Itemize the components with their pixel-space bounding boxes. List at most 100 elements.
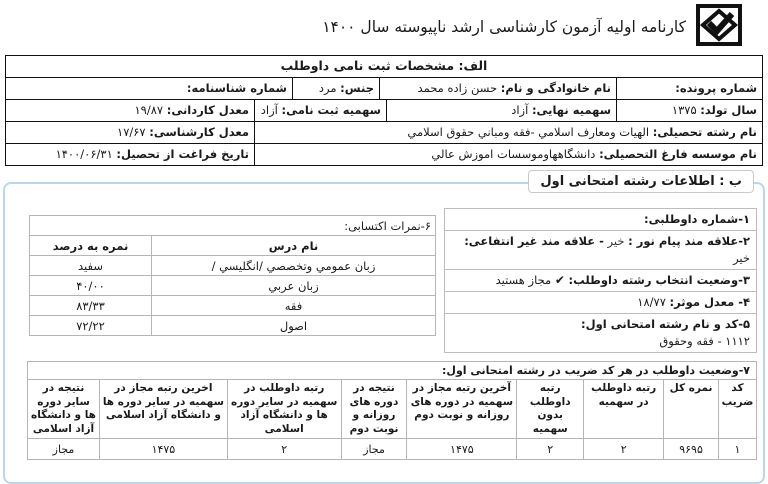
table-row: نام موسسه فارغ التحصیلی: دانشگاههاوموسسا… (6, 143, 762, 165)
table-row: ۷-وضعیت داوطلب در هر کد ضریب در رشته امت… (27, 361, 757, 380)
field-value: خیر (607, 234, 625, 248)
cell-coef-code: ۱ (718, 438, 757, 460)
field-value: ۱۹/۸۷ (134, 103, 164, 117)
field-label: نام موسسه فارغ التحصیلی: (599, 147, 757, 161)
report-header: کارنامه اولیه آزمون کارشناسی ارشد ناپیوس… (0, 0, 768, 46)
field-bachelor-gpa: معدل کارشناسی: ۱۷/۶۷ (6, 122, 254, 143)
first-exam-field-section: ب : اطلاعات رشته امتحانی اول ۱-شماره داو… (3, 170, 765, 484)
interest-box: ۲-علاقه مند پیام نور : خیر - علاقه مند غ… (444, 230, 757, 270)
cell-total-score: ۹۶۹۵ (663, 438, 720, 460)
sanjesh-logo-icon (696, 3, 742, 50)
cell-result-day-courses: مجاز (340, 438, 408, 460)
field-value: مرد (318, 81, 337, 95)
field-assoc-gpa: معدل کاردانی: ۱۹/۸۷ (6, 100, 254, 121)
field-label: ۳-وضعیت انتخاب رشته داوطلب: (568, 273, 750, 287)
table-row: ۱ ۹۶۹۵ ۲ ۲ ۱۴۷۵ مجاز ۲ ۱۴۷۵ مجاز (27, 438, 757, 460)
field-label: شماره شناسنامه: (186, 81, 287, 95)
field-value: آزاد (260, 103, 278, 117)
course-score: ۴۰/۰۰ (29, 275, 152, 296)
field-value: دانشگاههاوموسسات اموزش عالي (431, 147, 596, 161)
course-name: فقه (151, 295, 436, 316)
scores-column: ۶-نمرات اکتسابی: نام درس نمره به درصد زب… (29, 208, 436, 336)
applicant-info-table-header: الف: مشخصات ثبت نامی داوطلب (280, 58, 488, 73)
column-header-coef-code: کد ضریب (718, 379, 757, 439)
field-label: معدل کارشناسی: (149, 125, 249, 139)
field-value: ۱۳۷۵ (671, 103, 697, 117)
column-header-score: نمره به درصد (29, 235, 152, 256)
column-header-total-score: نمره کل (663, 379, 720, 439)
field-grad-date: تاریخ فراغت از تحصیل: ۱۴۰۰/۰۶/۳۱ (6, 144, 254, 165)
course-name: زبان عمومي وتخصصي /انگلیسي / (151, 255, 436, 276)
course-score: سفید (29, 255, 152, 276)
field-label: شماره پرونده: (675, 81, 757, 95)
field-institute: نام موسسه فارغ التحصیلی: دانشگاههاوموسسا… (254, 144, 762, 165)
field-value: ۱۸/۷۷ (637, 295, 666, 309)
cell-last-rank-other-courses: ۱۴۷۵ (99, 438, 228, 460)
field-final-quota: سهمیه نهایی: آزاد (386, 100, 616, 121)
cell-last-rank-day-courses: ۱۴۷۵ (406, 438, 518, 460)
coefficient-table-title: ۷-وضعیت داوطلب در هر کد ضریب در رشته امت… (27, 361, 757, 380)
field-value: ۱۷/۶۷ (117, 125, 146, 139)
field-label: نام رشته تحصیلی: (652, 125, 757, 139)
course-name: اصول (151, 315, 436, 336)
column-header-course: نام درس (151, 235, 436, 256)
scores-table-title: ۶-نمرات اکتسابی: (29, 215, 436, 236)
field-reg-quota: سهمیه ثبت نامی: آزاد (254, 100, 386, 121)
table-row: فقه ۸۳/۳۳ (29, 295, 436, 316)
field-label: معدل کاردانی: (166, 103, 249, 117)
field-value: آزاد (511, 103, 529, 117)
table-row: شماره پرونده: نام خانوادگی و نام: حسن زا… (6, 77, 762, 99)
field-major: نام رشته تحصیلی: الهیات ومعارف اسلامي -ف… (254, 122, 762, 143)
field-label: نام خانوادگی و نام: (500, 81, 611, 95)
scores-table: ۶-نمرات اکتسابی: نام درس نمره به درصد زب… (29, 215, 436, 336)
column-header-result-day-courses: نتیجه در دوره های روزانه و نوبت دوم (340, 379, 408, 439)
table-row: سال تولد: ۱۳۷۵ سهمیه نهایی: آزاد سهمیه ث… (6, 99, 762, 121)
table-row: نام درس نمره به درصد (29, 235, 436, 256)
section-b-legend: ب : اطلاعات رشته امتحانی اول (528, 170, 754, 193)
field-value: ۱۴۰۰/۰۶/۳۱ (55, 147, 113, 161)
checkmark-icon: ✔ (554, 273, 565, 287)
field-value: خیر (733, 251, 750, 265)
selection-status-box: ۳-وضعیت انتخاب رشته داوطلب: ✔ مجاز هستید (444, 269, 757, 292)
candidate-number-box: ۱-شماره داوطلبی: (444, 208, 757, 231)
course-score: ۷۲/۲۲ (29, 315, 152, 336)
field-code-box: ۵-کد و نام رشته امتحانی اول: ۱۱۱۲ - فقه … (444, 313, 757, 353)
cell-rank-in-quota: ۲ (583, 438, 665, 460)
field-value: الهیات ومعارف اسلامي -فقه ومباني حقوق اس… (407, 125, 650, 139)
column-header-last-rank-day-courses: آخرین رتبه مجاز در سهمیه در دوره های روز… (406, 379, 518, 439)
effective-gpa-box: ۴- معدل موثر: ۱۸/۷۷ (444, 291, 757, 314)
column-header-result-other-courses: نتیجه در سایر دوره ها و دانشگاه آزاد اسل… (27, 379, 100, 439)
column-header-rank-no-quota: رتبه داوطلب بدون سهمیه (516, 379, 585, 439)
field-id-no: شماره شناسنامه: (6, 78, 292, 99)
table-row: اصول ۷۲/۲۲ (29, 315, 436, 336)
table-row: ۶-نمرات اکتسابی: (29, 215, 436, 236)
cell-result-other-courses: مجاز (27, 438, 100, 460)
field-label: ۲-علاقه مند پیام نور : (628, 234, 750, 248)
field-value: ۱۱۱۲ - فقه وحقوق (659, 334, 750, 348)
table-row: زبان عربي ۴۰/۰۰ (29, 275, 436, 296)
applicant-info-table: الف: مشخصات ثبت نامی داوطلب شماره پرونده… (5, 55, 763, 166)
field-label: ۴- معدل موثر: (669, 295, 750, 309)
column-header-rank-other-courses: رتبه داوطلب در سهمیه در سایر دوره ها و د… (226, 379, 342, 439)
field-label: سهمیه ثبت نامی: (281, 103, 381, 117)
field-file-no: شماره پرونده: (616, 78, 762, 99)
table-row: زبان عمومي وتخصصي /انگلیسي / سفید (29, 255, 436, 276)
field-birth-year: سال تولد: ۱۳۷۵ (616, 100, 762, 121)
field-label: جنس: (340, 81, 374, 95)
field-gender: جنس: مرد (292, 78, 379, 99)
table-row: کد ضریب نمره کل رتبه داوطلب در سهمیه رتب… (27, 379, 757, 439)
field-label: تاریخ فراغت از تحصیل: (116, 147, 249, 161)
column-header-last-rank-other-courses: اخرین رتبه مجاز در سهمیه در سایر دوره ها… (99, 379, 228, 439)
column-header-rank-in-quota: رتبه داوطلب در سهمیه (583, 379, 665, 439)
table-row: نام رشته تحصیلی: الهیات ومعارف اسلامي -ف… (6, 121, 762, 143)
field-label: ۱-شماره داوطلبی: (644, 212, 750, 226)
page-title: کارنامه اولیه آزمون کارشناسی ارشد ناپیوس… (322, 17, 686, 36)
field-value: مجاز هستید (495, 273, 552, 287)
field-label: ۵-کد و نام رشته امتحانی اول: (581, 317, 750, 331)
course-name: زبان عربي (151, 275, 436, 296)
field-label: - علاقه مند غیر انتفاعی: (464, 234, 604, 248)
cell-rank-other-courses: ۲ (226, 438, 342, 460)
cell-rank-no-quota: ۲ (516, 438, 585, 460)
field-label: سال تولد: (700, 103, 757, 117)
exam-info-column: ۱-شماره داوطلبی: ۲-علاقه مند پیام نور : … (444, 208, 757, 353)
